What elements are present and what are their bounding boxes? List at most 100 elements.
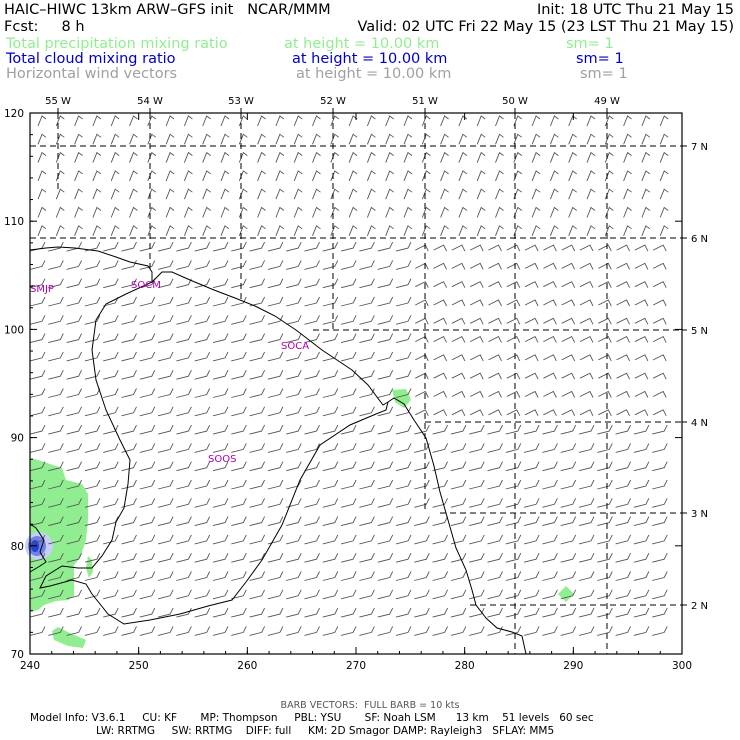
wind-barb xyxy=(92,188,102,200)
wind-barb xyxy=(121,260,137,270)
wind-barb xyxy=(84,552,101,563)
plot-frame xyxy=(29,112,683,655)
wind-barb xyxy=(231,260,247,270)
y-tick-label: 80 xyxy=(11,541,24,553)
border-northwest xyxy=(29,523,47,573)
wind-barb xyxy=(505,589,522,600)
wind-barb xyxy=(194,369,211,380)
lon-label: 55 W xyxy=(45,96,71,107)
wind-barb xyxy=(561,409,576,417)
wind-barb xyxy=(578,424,595,435)
wind-barb xyxy=(395,424,412,435)
wind-barb xyxy=(415,299,429,307)
wind-barb xyxy=(176,260,192,270)
wind-barb xyxy=(403,206,413,218)
wind-barb xyxy=(340,369,357,380)
wind-barb xyxy=(157,260,174,270)
wind-barb xyxy=(652,534,668,545)
wind-barb xyxy=(523,498,540,508)
wind-barb xyxy=(202,206,211,218)
wind-barb xyxy=(506,372,521,380)
wind-barb xyxy=(359,406,375,417)
wind-barb xyxy=(377,571,394,581)
wind-barb xyxy=(48,388,64,398)
wind-barb xyxy=(286,552,302,563)
wind-barb xyxy=(495,151,504,163)
wind-barb xyxy=(194,260,211,270)
wind-barb xyxy=(377,369,394,380)
wind-barb xyxy=(377,552,394,563)
wind-barb xyxy=(560,424,577,435)
wind-barb xyxy=(110,225,120,236)
wind-barb xyxy=(29,552,46,563)
wind-barb xyxy=(616,372,631,380)
wind-barb xyxy=(340,315,357,325)
wind-barb xyxy=(450,589,467,600)
wind-barb xyxy=(92,151,102,163)
wind-barb xyxy=(286,351,302,362)
wind-barb xyxy=(340,388,357,398)
wind-barb xyxy=(487,552,503,563)
wind-barb xyxy=(304,626,320,636)
wind-barb xyxy=(139,534,156,545)
wind-barb xyxy=(257,115,266,127)
wind-barb xyxy=(524,390,539,398)
wind-barb xyxy=(66,406,83,417)
wind-barb xyxy=(183,170,193,182)
wind-barb xyxy=(249,571,266,581)
wind-barb xyxy=(257,225,266,236)
wind-barb xyxy=(634,354,649,362)
precipitation-areas xyxy=(30,389,574,648)
wind-barb xyxy=(415,262,429,270)
wind-barb xyxy=(469,262,484,270)
wind-barb xyxy=(231,351,247,362)
wind-barb xyxy=(267,589,284,600)
wind-barb xyxy=(48,406,64,417)
wind-barb xyxy=(139,406,156,417)
wind-barb xyxy=(568,225,577,236)
wind-barb xyxy=(110,170,120,182)
wind-barb xyxy=(488,244,502,252)
wind-barb xyxy=(458,225,468,236)
wind-barb xyxy=(652,390,667,398)
wind-barb xyxy=(542,443,558,453)
wind-barb xyxy=(322,443,339,453)
wind-barb xyxy=(623,206,632,218)
wind-barb xyxy=(129,115,138,127)
wind-barb xyxy=(220,206,230,218)
wind-barb xyxy=(48,498,64,508)
wind-barb xyxy=(176,516,192,527)
wind-barb xyxy=(579,244,594,252)
wind-barb xyxy=(568,206,577,218)
wind-barb xyxy=(121,479,137,490)
valid-time: Valid: 02 UTC Fri 22 May 15 (23 LST Thu … xyxy=(357,19,734,35)
lon-label: 51 W xyxy=(412,96,438,107)
wind-barb xyxy=(377,351,394,362)
wind-barb xyxy=(183,188,193,200)
wind-barb xyxy=(48,315,64,325)
wind-barb xyxy=(506,354,521,362)
wind-barb xyxy=(322,516,339,527)
wind-barb xyxy=(505,534,522,545)
wind-barb xyxy=(29,296,46,307)
wind-barb xyxy=(524,335,539,343)
wind-barb xyxy=(469,461,485,472)
wind-barb xyxy=(495,170,504,182)
wind-barb xyxy=(157,589,174,600)
wind-barb xyxy=(359,516,375,527)
wind-barb xyxy=(542,571,558,581)
wind-barb xyxy=(249,369,266,380)
wind-barb xyxy=(249,351,266,362)
wind-barb xyxy=(74,206,83,218)
wind-barb xyxy=(267,479,284,490)
wind-barb xyxy=(505,498,522,508)
wind-barb xyxy=(578,534,595,545)
wind-barb xyxy=(286,241,302,252)
wind-barb xyxy=(249,443,266,453)
wind-barb xyxy=(488,317,502,325)
wind-barb xyxy=(634,281,649,288)
wind-barb xyxy=(652,516,668,527)
wind-barb xyxy=(451,409,466,417)
wind-barb xyxy=(476,170,486,182)
wind-barb xyxy=(543,335,557,343)
